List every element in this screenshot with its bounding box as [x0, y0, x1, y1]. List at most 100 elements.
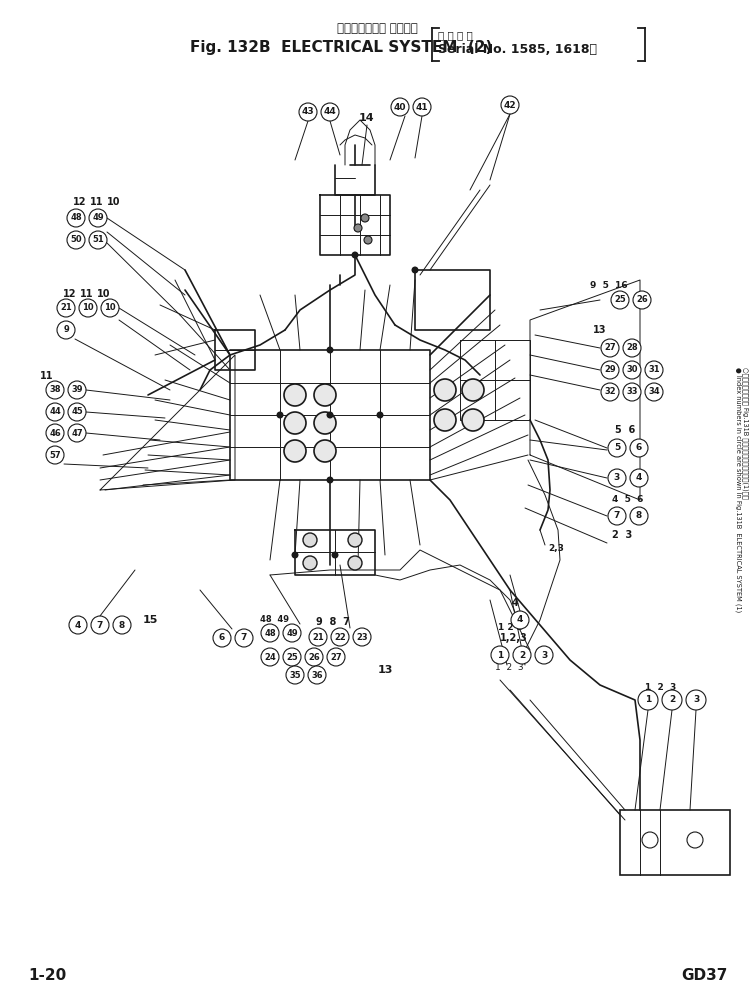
Circle shape: [352, 251, 359, 258]
Text: 21: 21: [60, 304, 72, 313]
Text: 48: 48: [264, 629, 276, 638]
Circle shape: [662, 690, 682, 710]
Bar: [620, 810, 730, 875]
Text: 11: 11: [90, 197, 103, 207]
Text: 5  6: 5 6: [615, 425, 635, 435]
Text: 4: 4: [517, 616, 523, 625]
Circle shape: [213, 629, 231, 647]
Circle shape: [68, 381, 86, 399]
Text: 1: 1: [645, 695, 651, 704]
Circle shape: [413, 98, 431, 116]
Text: 10: 10: [97, 289, 110, 299]
Circle shape: [235, 629, 253, 647]
Circle shape: [645, 361, 663, 379]
Text: 34: 34: [649, 387, 660, 396]
Text: Serial No. 1585, 1618～: Serial No. 1585, 1618～: [438, 43, 597, 56]
Text: 4: 4: [512, 598, 519, 608]
Text: 25: 25: [286, 652, 298, 661]
Text: 11: 11: [80, 289, 94, 299]
Circle shape: [601, 361, 619, 379]
Text: 42: 42: [504, 100, 516, 109]
Circle shape: [633, 291, 651, 309]
Text: 2  3: 2 3: [612, 530, 632, 540]
Text: 8: 8: [636, 511, 642, 520]
Circle shape: [331, 551, 338, 558]
Text: 9  5  16: 9 5 16: [590, 280, 627, 290]
Circle shape: [89, 231, 107, 249]
Text: 43: 43: [302, 107, 314, 116]
Text: 12: 12: [63, 289, 76, 299]
Circle shape: [67, 209, 85, 227]
Text: 50: 50: [70, 235, 82, 244]
Text: 7: 7: [241, 634, 247, 642]
Text: ○図内の索引番号は Fig.131B エレクトリカルシステム(1)参照
● Index numbers in circle are shown in Fig.1: ○図内の索引番号は Fig.131B エレクトリカルシステム(1)参照 ● In…: [735, 367, 749, 613]
Text: 44: 44: [49, 407, 61, 416]
Circle shape: [79, 299, 97, 317]
Circle shape: [353, 628, 371, 646]
Circle shape: [69, 616, 87, 634]
Circle shape: [46, 381, 64, 399]
Text: 27: 27: [604, 344, 616, 353]
Circle shape: [314, 440, 336, 462]
Text: 27: 27: [330, 652, 342, 661]
Circle shape: [462, 379, 484, 401]
Text: 26: 26: [308, 652, 320, 661]
Circle shape: [348, 533, 362, 547]
Circle shape: [361, 214, 369, 222]
Circle shape: [601, 339, 619, 357]
Circle shape: [326, 411, 334, 418]
Text: 3: 3: [614, 474, 620, 483]
Circle shape: [67, 231, 85, 249]
Text: 10: 10: [82, 304, 94, 313]
Circle shape: [321, 103, 339, 121]
Circle shape: [91, 616, 109, 634]
Circle shape: [364, 236, 372, 244]
Circle shape: [630, 439, 648, 457]
Text: 4: 4: [75, 621, 82, 630]
Text: 1  2  3: 1 2 3: [645, 683, 676, 692]
Circle shape: [535, 646, 553, 664]
Text: 47: 47: [71, 429, 83, 438]
Text: 22: 22: [334, 633, 346, 641]
Circle shape: [284, 412, 306, 434]
Text: 6: 6: [219, 634, 225, 642]
Circle shape: [611, 291, 629, 309]
Text: 4: 4: [636, 474, 643, 483]
Circle shape: [608, 469, 626, 487]
Circle shape: [46, 446, 64, 464]
Text: 2,3: 2,3: [548, 543, 564, 552]
Text: 13: 13: [378, 665, 393, 675]
Text: 24: 24: [264, 652, 276, 661]
Text: 4  5  6: 4 5 6: [612, 496, 643, 504]
Circle shape: [391, 98, 409, 116]
Circle shape: [291, 551, 298, 558]
Circle shape: [326, 347, 334, 354]
Text: 1-20: 1-20: [28, 968, 66, 983]
Circle shape: [645, 383, 663, 401]
Text: 12: 12: [73, 197, 87, 207]
Text: 21: 21: [312, 633, 324, 641]
Circle shape: [491, 646, 509, 664]
Text: 14: 14: [359, 113, 374, 123]
Text: 2: 2: [519, 650, 525, 659]
Circle shape: [630, 469, 648, 487]
Circle shape: [377, 411, 384, 418]
Circle shape: [286, 666, 304, 684]
Text: 48  49: 48 49: [260, 616, 289, 625]
Circle shape: [309, 628, 327, 646]
Text: 通 用 番 号: 通 用 番 号: [438, 30, 473, 40]
Text: 1  2  3: 1 2 3: [495, 663, 524, 672]
Circle shape: [113, 616, 131, 634]
Circle shape: [638, 690, 658, 710]
Text: 2: 2: [669, 695, 675, 704]
Text: 45: 45: [71, 407, 83, 416]
Text: 57: 57: [49, 451, 61, 460]
Circle shape: [501, 96, 519, 114]
Text: エレクトリカル システム: エレクトリカル システム: [337, 22, 418, 35]
Text: 6: 6: [636, 444, 642, 453]
Circle shape: [608, 439, 626, 457]
Text: 31: 31: [649, 365, 660, 374]
Text: 1 2 3: 1 2 3: [498, 624, 523, 633]
Text: 35: 35: [289, 670, 300, 679]
Circle shape: [284, 440, 306, 462]
